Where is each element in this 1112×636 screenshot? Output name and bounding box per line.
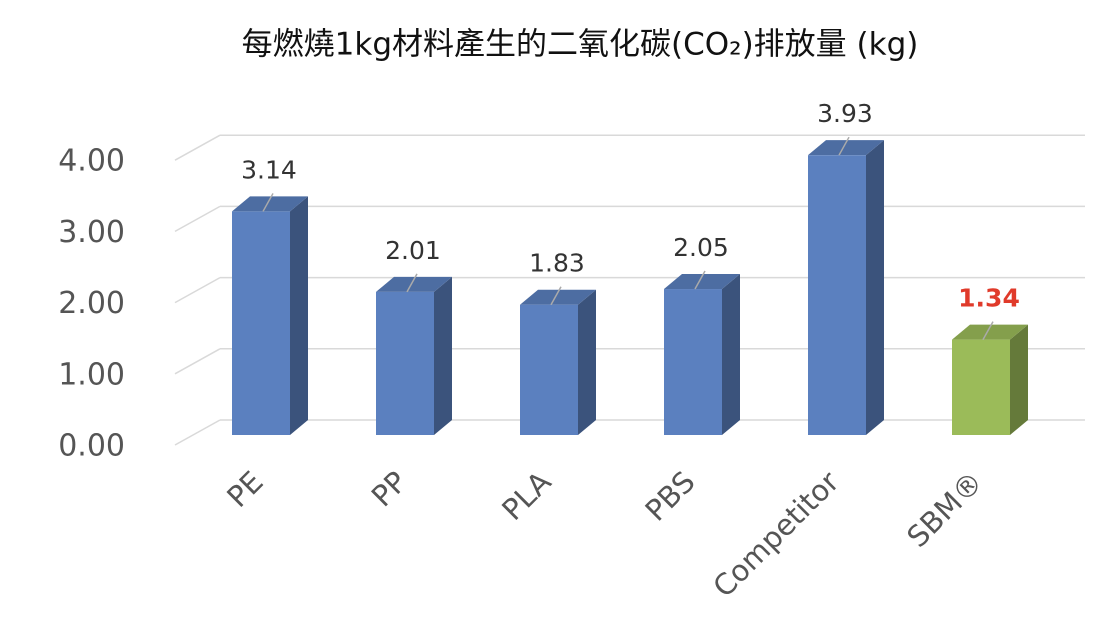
label-leader [550, 286, 562, 306]
value-label: 3.14 [241, 155, 297, 184]
value-label: 1.83 [529, 249, 585, 278]
x-tick-label: PBS [638, 465, 701, 528]
bar-top [664, 274, 740, 290]
bar [664, 289, 722, 435]
y-tick-label: 2.00 [58, 286, 125, 321]
bar [376, 291, 434, 435]
bar-top [232, 196, 308, 212]
grid-line-depth [174, 276, 221, 304]
bar-top [952, 324, 1028, 340]
label-leader [262, 193, 274, 212]
bar [808, 155, 866, 435]
bar [952, 339, 1010, 435]
x-tick-label: PLA [495, 464, 557, 526]
bar-side [290, 196, 308, 435]
chart-title: 每燃燒1kg材料產生的二氧化碳(CO₂)排放量 (kg) [242, 27, 919, 63]
bar-top [520, 289, 596, 305]
x-tick-label: PE [220, 465, 269, 514]
bar-side [578, 289, 596, 435]
bar-side [1010, 324, 1028, 435]
y-tick-label: 1.00 [58, 357, 125, 392]
bar [520, 304, 578, 435]
grid-line-depth [174, 205, 221, 233]
x-tick-label: PP [365, 465, 414, 514]
label-leader [406, 273, 418, 293]
bar-side [722, 274, 740, 435]
grid-line-depth [174, 134, 221, 161]
value-label: 2.05 [673, 233, 729, 262]
y-tick-label: 3.00 [58, 215, 125, 250]
x-tick-label: SBM® [900, 465, 989, 554]
bar-top [808, 140, 884, 156]
bar-side [434, 276, 452, 435]
bar-top [376, 276, 452, 292]
bar-side [866, 140, 884, 435]
value-label: 2.01 [385, 236, 441, 265]
bar [232, 211, 290, 435]
grid-line-depth [174, 419, 221, 446]
label-leader [838, 136, 850, 156]
y-tick-label: 4.00 [58, 144, 125, 179]
label-leader [982, 321, 994, 340]
y-tick-label: 0.00 [58, 429, 125, 464]
value-label: 3.93 [817, 99, 873, 128]
value-label: 1.34 [958, 284, 1020, 313]
label-leader [694, 270, 706, 290]
grid-line-depth [174, 348, 221, 375]
x-tick-label: Competitor [706, 465, 845, 604]
